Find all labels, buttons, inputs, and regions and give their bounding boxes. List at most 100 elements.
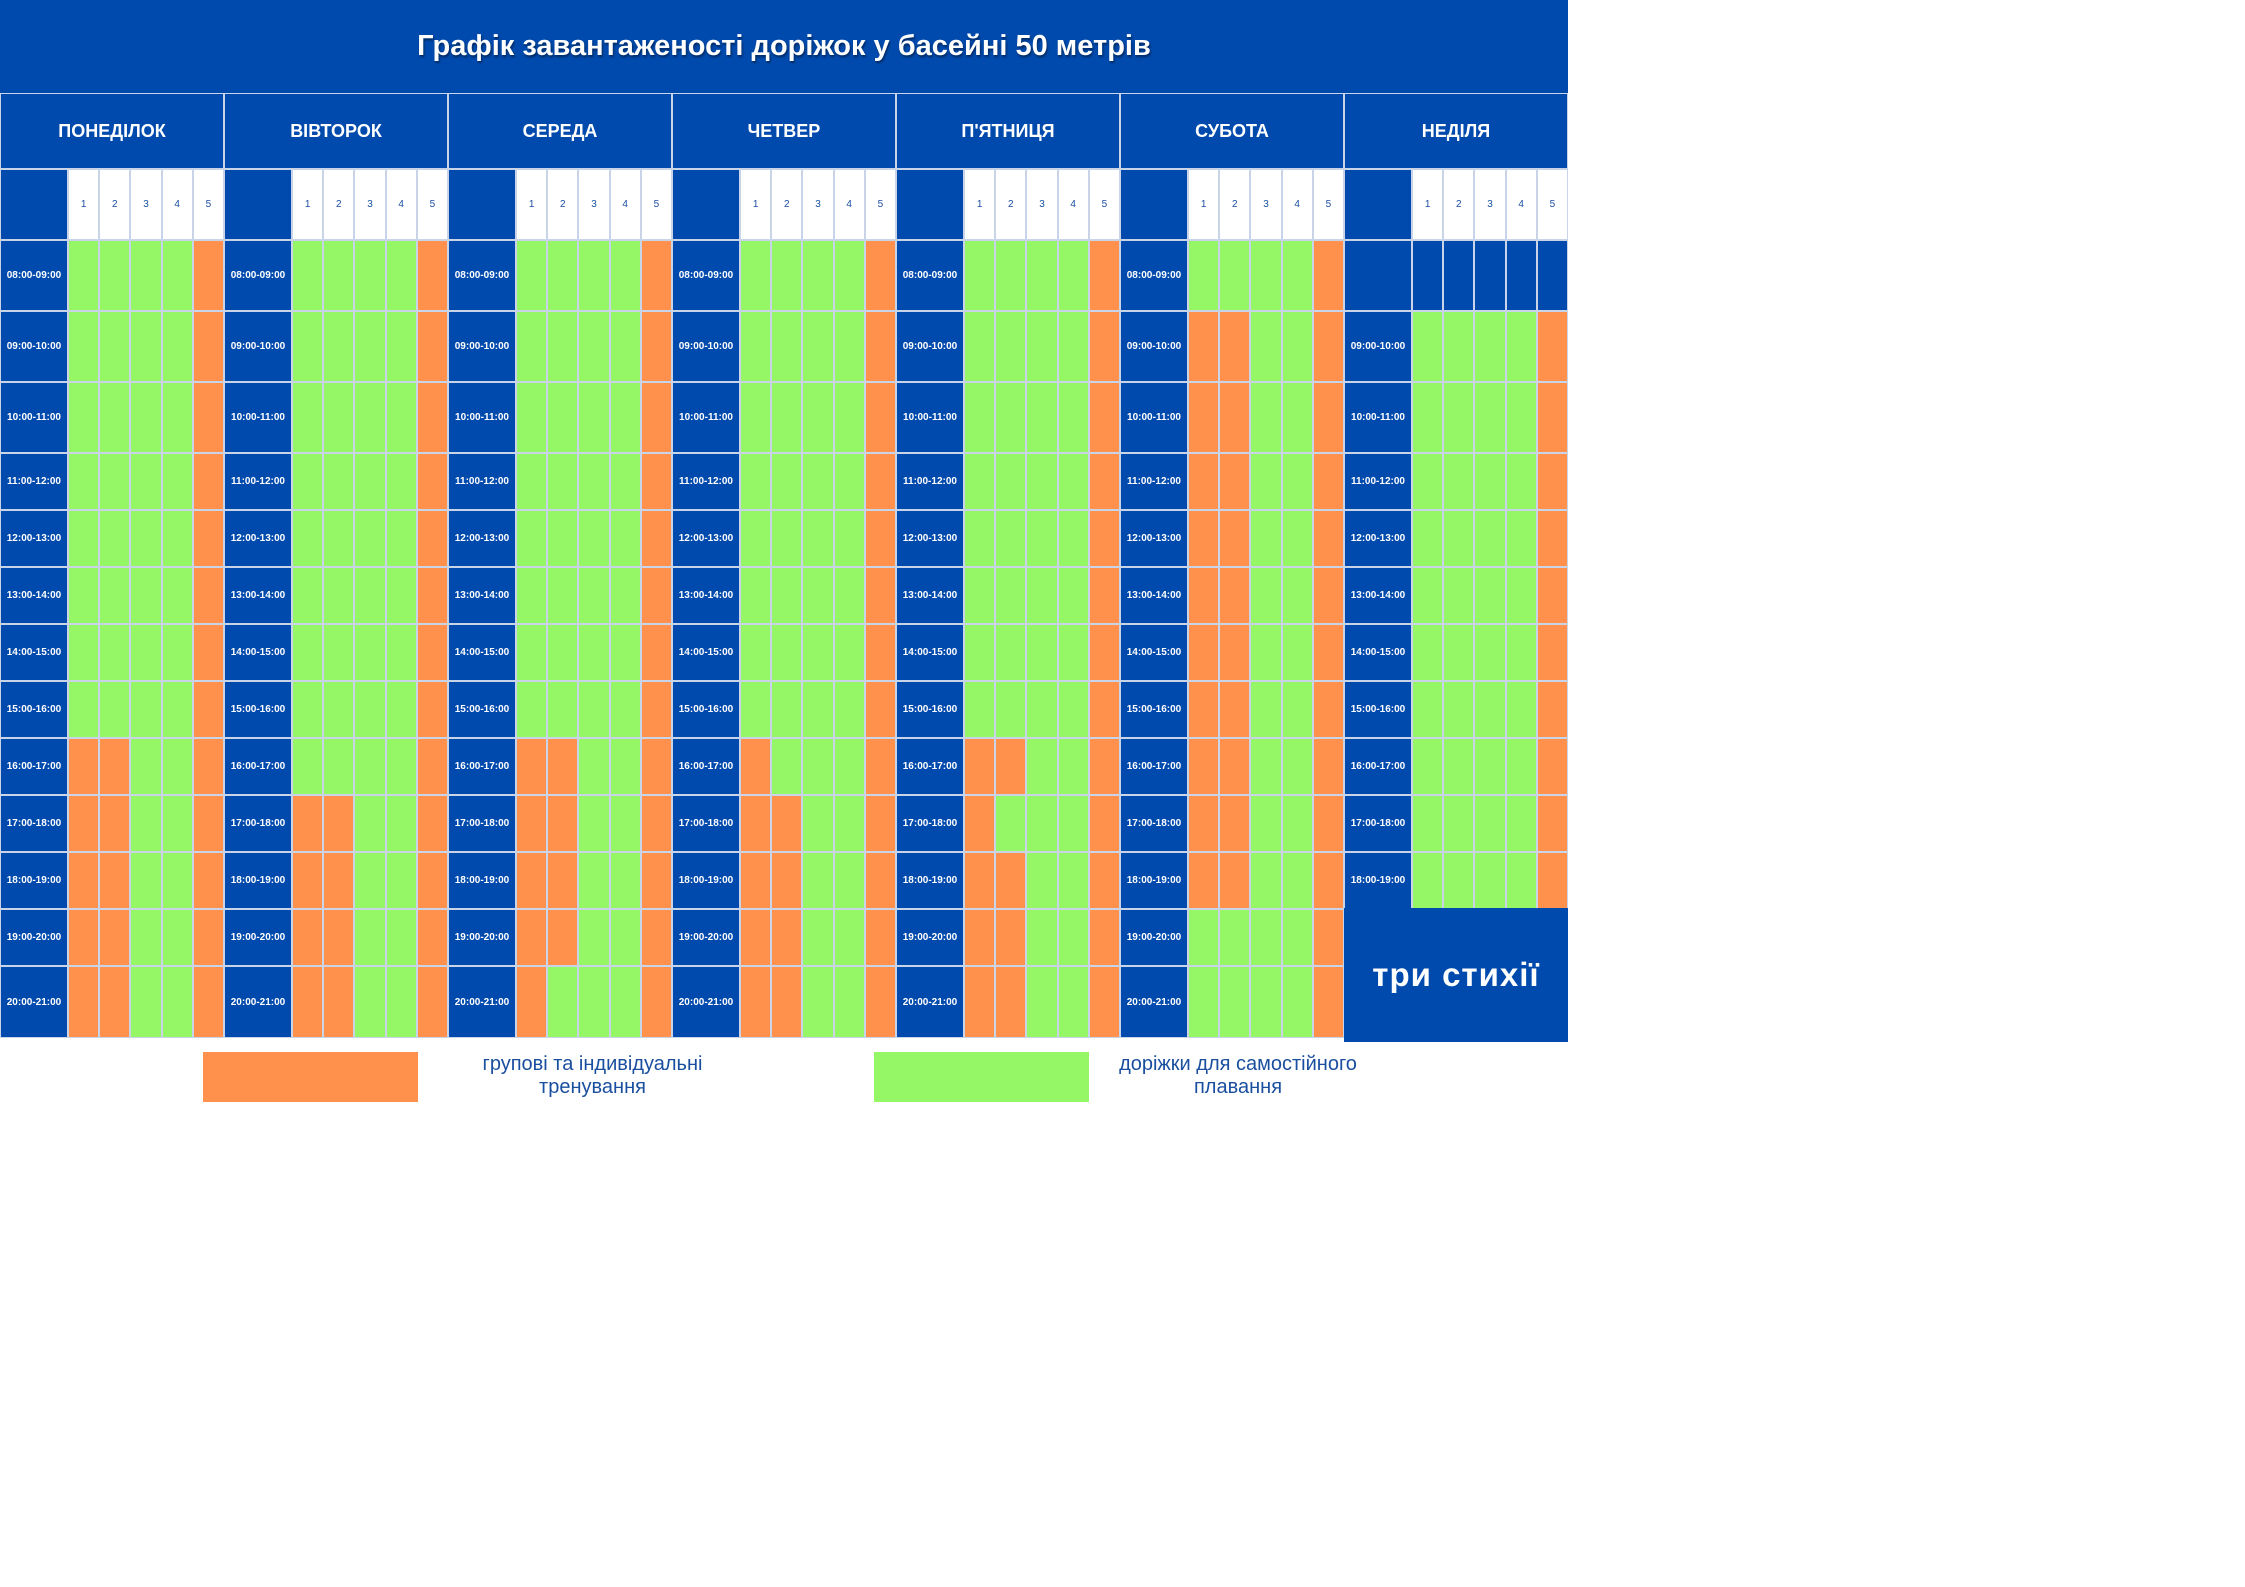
time-slot: 16:00-17:00: [0, 738, 68, 795]
lane-cell: [1412, 795, 1444, 852]
lane-number: 3: [130, 169, 162, 240]
time-slot: 19:00-20:00: [896, 909, 964, 966]
lane-cell: [1443, 453, 1475, 510]
lane-cell: [130, 852, 162, 909]
lane-cell: [1057, 909, 1089, 966]
lane-cell: [578, 795, 610, 852]
lane-cell: [771, 240, 803, 311]
lane-number: 3: [354, 169, 386, 240]
time-slot: 14:00-15:00: [1344, 624, 1412, 681]
lane-cell: [323, 738, 355, 795]
lane-cell: [609, 966, 641, 1038]
lane-cell: [640, 311, 672, 382]
lane-cell: [68, 510, 100, 567]
time-slot: 11:00-12:00: [448, 453, 516, 510]
lane-cell: [1312, 738, 1344, 795]
lane-cell: [964, 681, 996, 738]
legend-green-swatch: [874, 1052, 1089, 1102]
time-slot: 12:00-13:00: [672, 510, 740, 567]
time-slot: 20:00-21:00: [896, 966, 964, 1038]
lane-cell: [1250, 510, 1282, 567]
lane-cell: [578, 567, 610, 624]
lane-cell: [802, 795, 834, 852]
lane-cell: [99, 738, 131, 795]
time-slot: 18:00-19:00: [448, 852, 516, 909]
lane-cell: [547, 909, 579, 966]
lane-number: 1: [68, 169, 100, 240]
page-title: Графік завантаженості доріжок у басейні …: [417, 30, 1151, 62]
lane-cell: [1219, 240, 1251, 311]
time-slot: 17:00-18:00: [1120, 795, 1188, 852]
lane-cell: [354, 453, 386, 510]
lane-cell: [323, 453, 355, 510]
lane-cell: [1057, 382, 1089, 453]
lane-cell: [130, 382, 162, 453]
lane-cell: [771, 681, 803, 738]
lane-cell: [161, 909, 193, 966]
lane-cell: [1026, 681, 1058, 738]
lane-cell: [130, 240, 162, 311]
lane-cell: [1443, 240, 1475, 311]
lane-cell: [68, 795, 100, 852]
lane-cell: [1281, 240, 1313, 311]
lane-cell: [385, 240, 417, 311]
lane-cell: [1057, 240, 1089, 311]
lane-cell: [385, 510, 417, 567]
lane-cell: [1088, 240, 1120, 311]
lane-cell: [640, 382, 672, 453]
lane-cell: [292, 795, 324, 852]
lane-number: 1: [292, 169, 324, 240]
lane-cell: [1536, 567, 1568, 624]
lane-cell: [640, 240, 672, 311]
lane-cell: [416, 909, 448, 966]
lane-corner: [1120, 169, 1188, 240]
lane-cell: [385, 909, 417, 966]
lane-cell: [609, 681, 641, 738]
time-slot: 19:00-20:00: [672, 909, 740, 966]
time-slot: 19:00-20:00: [0, 909, 68, 966]
lane-cell: [640, 966, 672, 1038]
lane-cell: [68, 852, 100, 909]
lane-cell: [864, 966, 896, 1038]
lane-cell: [130, 795, 162, 852]
lane-cell: [192, 909, 224, 966]
lane-cell: [68, 681, 100, 738]
lane-cell: [1312, 909, 1344, 966]
lane-cell: [578, 510, 610, 567]
lane-cell: [802, 510, 834, 567]
lane-cell: [1474, 382, 1506, 453]
time-slot: 18:00-19:00: [896, 852, 964, 909]
time-slot: 18:00-19:00: [0, 852, 68, 909]
lane-cell: [1312, 311, 1344, 382]
lane-cell: [1281, 738, 1313, 795]
lane-cell: [995, 795, 1027, 852]
lane-cell: [323, 681, 355, 738]
lane-cell: [161, 510, 193, 567]
lane-cell: [292, 382, 324, 453]
lane-cell: [1536, 311, 1568, 382]
lane-cell: [1281, 795, 1313, 852]
lane-cell: [416, 567, 448, 624]
lane-cell: [578, 624, 610, 681]
lane-cell: [609, 382, 641, 453]
time-slot: 09:00-10:00: [1120, 311, 1188, 382]
lane-cell: [833, 382, 865, 453]
lane-cell: [1250, 909, 1282, 966]
lane-cell: [192, 795, 224, 852]
time-slot: 08:00-09:00: [672, 240, 740, 311]
time-slot: 10:00-11:00: [1344, 382, 1412, 453]
lane-cell: [964, 624, 996, 681]
lane-cell: [1443, 624, 1475, 681]
lane-cell: [1505, 311, 1537, 382]
lane-cell: [1026, 909, 1058, 966]
lane-cell: [516, 795, 548, 852]
lane-cell: [833, 852, 865, 909]
lane-cell: [99, 311, 131, 382]
time-slot: 14:00-15:00: [1120, 624, 1188, 681]
lane-cell: [385, 795, 417, 852]
lane-cell: [833, 510, 865, 567]
lane-cell: [130, 966, 162, 1038]
lane-cell: [516, 240, 548, 311]
lane-cell: [1219, 681, 1251, 738]
lane-cell: [192, 681, 224, 738]
